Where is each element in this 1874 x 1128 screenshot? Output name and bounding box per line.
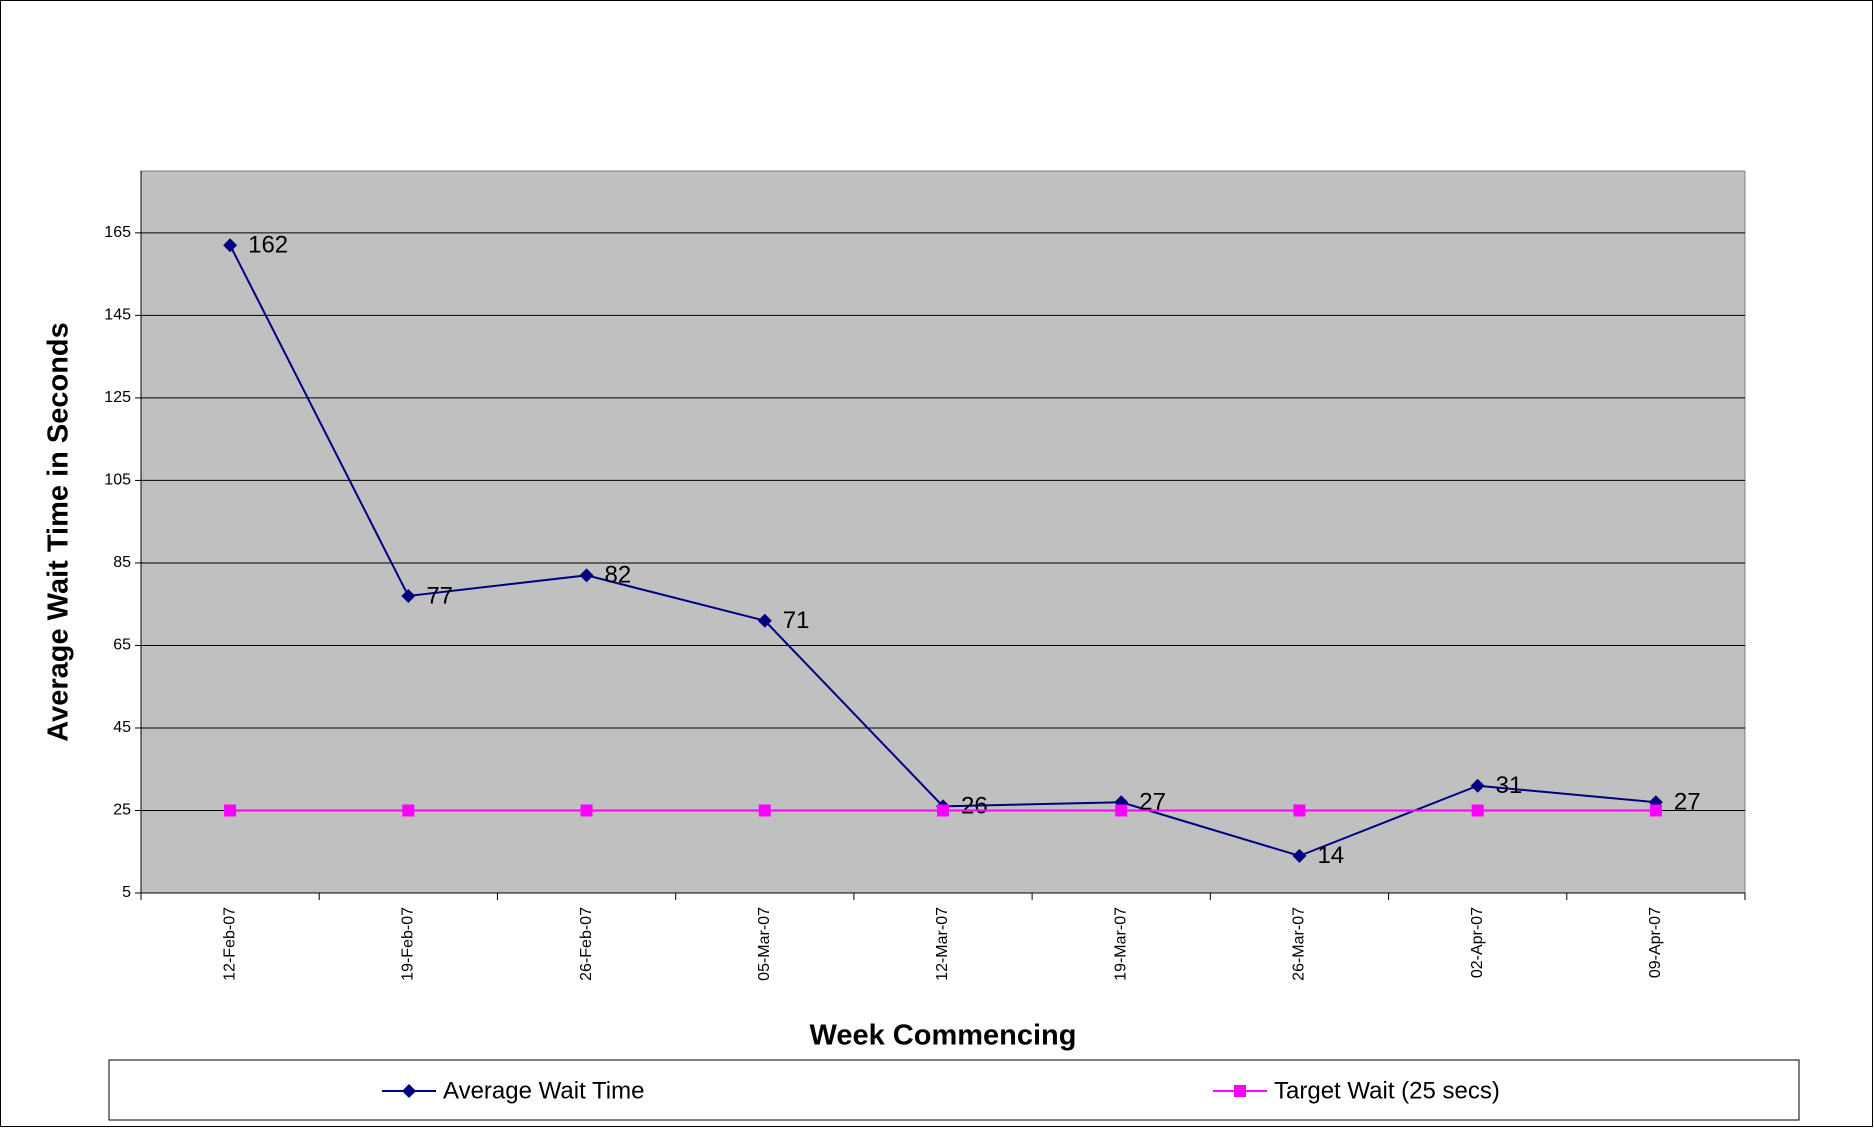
x-axis-title: Week Commencing xyxy=(810,1020,1077,1052)
data-point xyxy=(1471,804,1484,817)
data-point xyxy=(758,804,771,817)
y-tick-label: 145 xyxy=(104,307,131,324)
x-tick-label: 09-Apr-07 xyxy=(1647,907,1664,978)
x-tick-label: 19-Mar-07 xyxy=(1112,907,1129,981)
data-label: 26 xyxy=(961,793,988,820)
data-point xyxy=(401,588,416,603)
data-point xyxy=(223,238,238,253)
data-point xyxy=(580,804,593,817)
data-label: 27 xyxy=(1674,789,1701,816)
y-tick-label: 5 xyxy=(122,884,131,901)
legend-box xyxy=(108,1059,1800,1121)
data-point xyxy=(1470,778,1485,793)
legend-label: Target Wait (25 secs) xyxy=(1274,1077,1500,1104)
x-tick-label: 12-Mar-07 xyxy=(934,907,951,981)
data-point xyxy=(1115,804,1128,817)
data-label: 162 xyxy=(248,232,288,259)
y-tick-label: 25 xyxy=(113,802,131,819)
x-tick-label: 02-Apr-07 xyxy=(1469,907,1486,978)
data-point xyxy=(937,804,949,817)
x-tick-label: 26-Mar-07 xyxy=(1291,907,1308,981)
y-tick-label: 45 xyxy=(113,719,131,736)
y-tick-label: 165 xyxy=(104,224,131,241)
data-label: 31 xyxy=(1496,772,1523,799)
data-point xyxy=(757,613,772,628)
y-tick-label: 65 xyxy=(113,637,131,654)
data-point xyxy=(1293,804,1306,817)
data-point xyxy=(402,804,415,817)
y-tick-label: 85 xyxy=(113,554,131,571)
x-tick-label: 26-Feb-07 xyxy=(578,907,595,981)
y-tick-label: 125 xyxy=(104,389,131,406)
data-label: 27 xyxy=(1139,789,1166,816)
y-tick-label: 105 xyxy=(104,472,131,489)
legend-marker xyxy=(1234,1085,1246,1097)
data-point xyxy=(1649,804,1662,817)
data-label: 14 xyxy=(1317,842,1344,869)
data-point xyxy=(1292,848,1307,863)
data-label: 82 xyxy=(605,562,632,589)
plot-area xyxy=(140,170,1746,894)
x-tick-label: 05-Mar-07 xyxy=(756,907,773,981)
x-tick-label: 12-Feb-07 xyxy=(221,907,238,981)
data-label: 77 xyxy=(426,582,453,609)
data-label: 71 xyxy=(783,607,810,634)
legend-label: Average Wait Time xyxy=(443,1077,644,1104)
data-point xyxy=(224,804,237,817)
legend-marker xyxy=(402,1084,416,1098)
y-axis-title: Average Wait Time in Seconds xyxy=(43,322,75,742)
x-tick-label: 19-Feb-07 xyxy=(400,907,417,981)
data-point xyxy=(579,568,594,583)
